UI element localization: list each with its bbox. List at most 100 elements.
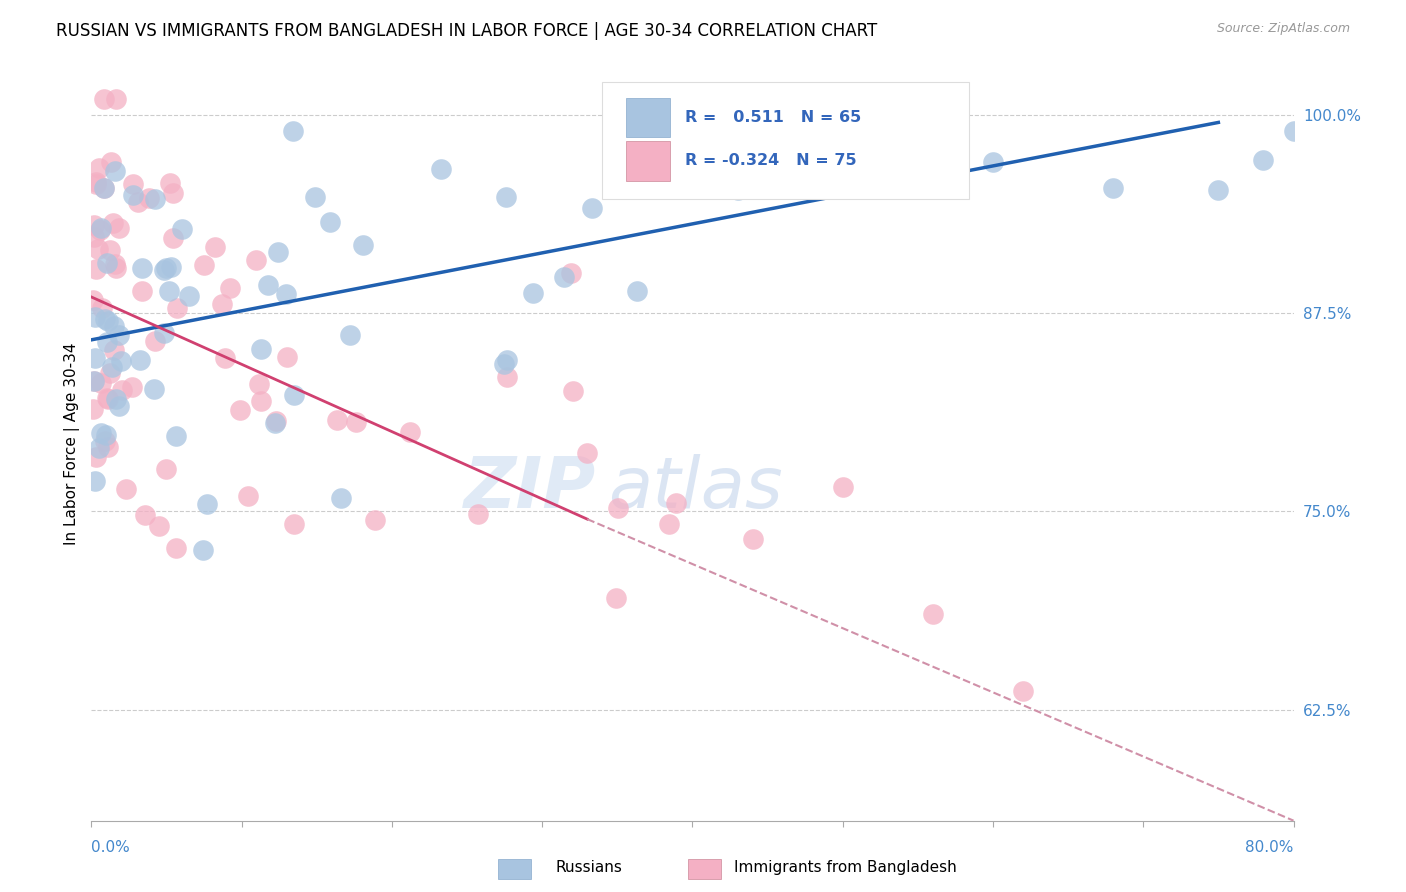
Point xyxy=(153,326,176,340)
Point xyxy=(1282,124,1305,138)
Point xyxy=(90,221,112,235)
Point xyxy=(84,475,107,489)
Point xyxy=(143,382,166,396)
Point xyxy=(110,354,132,368)
Point xyxy=(115,482,138,496)
Point xyxy=(121,380,143,394)
Point xyxy=(727,183,749,197)
Text: 80.0%: 80.0% xyxy=(1246,839,1294,855)
Point xyxy=(86,450,108,465)
Point xyxy=(250,342,273,356)
Point xyxy=(111,383,134,397)
Point xyxy=(104,392,127,406)
Point xyxy=(104,164,127,178)
Point xyxy=(304,190,326,204)
Point xyxy=(83,218,105,232)
Point xyxy=(131,260,153,275)
Point xyxy=(330,491,353,505)
Point xyxy=(496,353,519,368)
Point xyxy=(162,231,184,245)
Point xyxy=(429,162,451,177)
Point xyxy=(87,161,110,176)
Point xyxy=(143,192,166,206)
Point xyxy=(228,402,250,417)
Point xyxy=(94,312,117,326)
Point xyxy=(83,230,105,244)
Point xyxy=(160,260,183,274)
Point xyxy=(264,416,287,430)
Point xyxy=(122,188,145,202)
Point xyxy=(325,413,347,427)
Point xyxy=(214,351,236,365)
Point xyxy=(107,221,129,235)
Point xyxy=(576,445,599,459)
Point xyxy=(98,366,121,380)
Point xyxy=(96,391,118,405)
FancyBboxPatch shape xyxy=(602,82,969,199)
Point xyxy=(134,508,156,522)
Point xyxy=(138,191,160,205)
Point xyxy=(129,353,152,368)
Point xyxy=(177,289,200,303)
Point xyxy=(108,328,131,343)
Point xyxy=(82,293,104,307)
Text: atlas: atlas xyxy=(609,455,783,524)
Point xyxy=(155,462,177,476)
Point xyxy=(981,155,1004,169)
Point xyxy=(89,223,111,237)
Point xyxy=(152,263,174,277)
Point xyxy=(84,262,107,277)
Point xyxy=(495,190,517,204)
Point xyxy=(665,496,688,510)
Point xyxy=(1102,180,1125,194)
Point xyxy=(274,287,297,301)
Point xyxy=(1208,183,1230,197)
Text: RUSSIAN VS IMMIGRANTS FROM BANGLADESH IN LABOR FORCE | AGE 30-34 CORRELATION CHA: RUSSIAN VS IMMIGRANTS FROM BANGLADESH IN… xyxy=(56,22,877,40)
Point xyxy=(247,377,270,392)
Point xyxy=(103,319,125,334)
Point xyxy=(94,427,117,442)
Point xyxy=(553,270,575,285)
Point xyxy=(87,442,110,456)
Point xyxy=(87,242,110,256)
Point xyxy=(101,360,124,375)
Point xyxy=(157,284,180,298)
Point xyxy=(831,145,853,159)
Text: R = -0.324   N = 75: R = -0.324 N = 75 xyxy=(685,153,856,169)
Point xyxy=(283,387,305,401)
Point xyxy=(86,175,108,189)
Point xyxy=(876,145,898,159)
Point xyxy=(121,177,143,191)
Point xyxy=(211,297,233,311)
Point xyxy=(219,280,242,294)
Point xyxy=(97,314,120,328)
Point xyxy=(90,426,112,441)
Point xyxy=(626,285,648,299)
Text: Immigrants from Bangladesh: Immigrants from Bangladesh xyxy=(734,860,956,874)
Point xyxy=(266,414,288,428)
Text: R =   0.511   N = 65: R = 0.511 N = 65 xyxy=(685,110,862,125)
Point xyxy=(162,186,184,200)
Point xyxy=(83,374,105,388)
Point xyxy=(166,301,188,315)
Point xyxy=(658,517,681,532)
Point xyxy=(339,328,361,343)
Point xyxy=(195,497,218,511)
Point xyxy=(560,266,582,280)
Point xyxy=(319,215,342,229)
Point xyxy=(606,501,628,516)
Point xyxy=(127,195,149,210)
Point xyxy=(97,440,120,454)
Point xyxy=(83,351,105,366)
Point xyxy=(143,334,166,349)
Point xyxy=(101,216,124,230)
Point xyxy=(93,181,115,195)
Point xyxy=(93,92,115,106)
Point xyxy=(96,335,118,350)
Point xyxy=(581,202,603,216)
Point xyxy=(98,243,121,257)
Text: Russians: Russians xyxy=(555,860,623,874)
Point xyxy=(155,260,177,275)
Point xyxy=(165,541,187,556)
Point xyxy=(83,374,105,388)
